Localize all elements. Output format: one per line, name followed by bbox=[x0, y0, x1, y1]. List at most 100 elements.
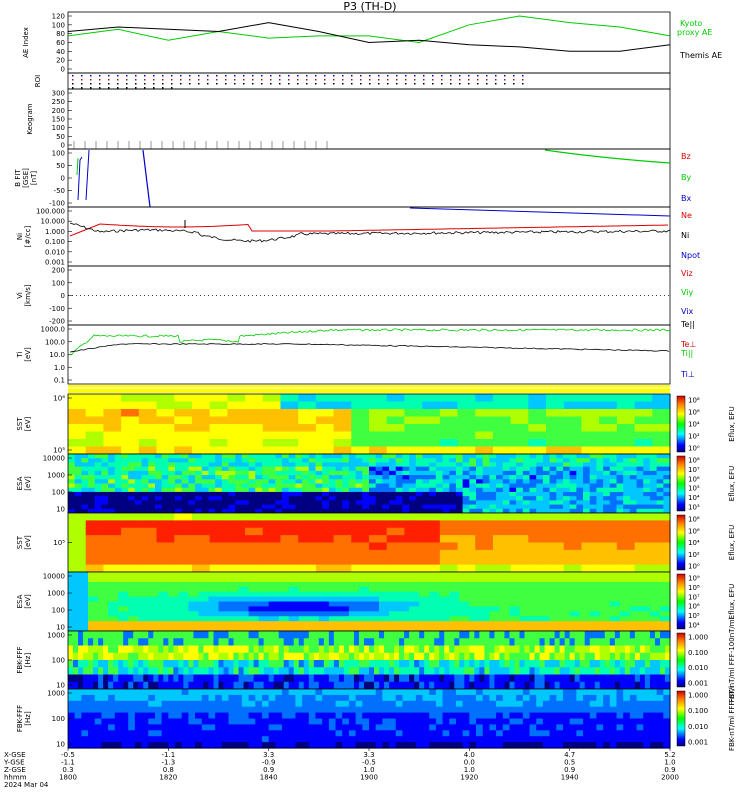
fbk_fff_e-cell bbox=[228, 689, 236, 696]
esa_elec-cell bbox=[479, 591, 490, 598]
sst_elec-cell bbox=[315, 535, 335, 544]
esa_ion-cell bbox=[496, 496, 504, 501]
esa_ion-cell bbox=[114, 479, 123, 485]
esa_ion-cell bbox=[395, 458, 404, 464]
esa_elec-cell bbox=[519, 576, 531, 583]
fbk_fff_e-cell bbox=[629, 730, 638, 737]
fbk_fff_b-cell bbox=[409, 660, 415, 668]
esa_ion-cell bbox=[315, 496, 323, 501]
esa_ion-cell bbox=[348, 491, 357, 497]
fbk_fff_b-cell bbox=[223, 681, 230, 690]
roi-dot bbox=[72, 79, 74, 81]
fbk_fff_e-cell bbox=[422, 730, 430, 737]
fbk_fff_b-cell bbox=[148, 652, 154, 661]
esa_ion-cell bbox=[596, 479, 604, 485]
esa_ion-cell bbox=[181, 475, 189, 480]
fbk_fff_b-cell bbox=[534, 645, 541, 654]
fbk_fff_b-cell bbox=[358, 652, 365, 661]
fbk_fff_e-cell bbox=[556, 706, 564, 714]
esa_elec-cell bbox=[499, 586, 511, 593]
fbk_fff_b-cell bbox=[644, 645, 651, 654]
fbk_fff_e-cell bbox=[288, 742, 297, 749]
fbk_fff_e-cell bbox=[81, 736, 89, 743]
fbk_fff_b-cell bbox=[524, 681, 531, 690]
fbk_fff_e-cell bbox=[342, 742, 350, 749]
fbk_fff_b-cell bbox=[369, 638, 375, 647]
fbk_fff_e-cell bbox=[402, 742, 410, 749]
sst_ion-cell bbox=[422, 394, 441, 403]
sst_ion-cell bbox=[634, 409, 653, 418]
fbk_fff_e-cell bbox=[409, 694, 417, 702]
fbk_fff_e-cell bbox=[502, 694, 511, 702]
fbk_fff_e-cell bbox=[134, 689, 143, 696]
esa_elec-cell bbox=[298, 616, 310, 622]
sst_ion-cell bbox=[652, 409, 671, 418]
esa_ion-cell bbox=[562, 491, 571, 497]
fbk_fff_b-cell bbox=[83, 667, 89, 676]
sst_ion-cell bbox=[156, 416, 175, 425]
esa_ion-cell bbox=[154, 500, 163, 506]
sst_ion-cell bbox=[404, 401, 423, 410]
esa_elec-cell bbox=[258, 576, 270, 583]
sst_elec-cell bbox=[209, 527, 228, 536]
esa_elec-cell bbox=[659, 626, 671, 632]
sst_ion-cell bbox=[386, 446, 406, 455]
fbk_fff_b-cell bbox=[449, 645, 455, 654]
esa_elec-cell bbox=[599, 611, 611, 617]
esa_ion-cell bbox=[369, 496, 377, 501]
fbk_fff_b-cell bbox=[419, 652, 425, 661]
esa_ion-cell bbox=[583, 475, 591, 480]
esa_elec-cell bbox=[409, 572, 420, 578]
fbk_fff_e-cell bbox=[81, 706, 89, 714]
fbk_fff_b-cell bbox=[419, 638, 425, 647]
fbk_fff_e-cell bbox=[161, 689, 169, 696]
fbk_fff_e-cell bbox=[469, 706, 477, 714]
esa_ion-cell bbox=[282, 462, 290, 468]
sst_elec-cell bbox=[492, 527, 512, 536]
sst_elec-cell bbox=[262, 520, 282, 529]
sst_elec-cell bbox=[262, 557, 282, 566]
esa_ion-cell bbox=[302, 487, 310, 493]
esa_ion-cell bbox=[609, 454, 618, 459]
fbk_fff_b-cell bbox=[358, 660, 365, 668]
esa_elec-cell bbox=[208, 616, 220, 622]
esa_ion-cell bbox=[362, 483, 370, 489]
esa_ion-cell bbox=[462, 454, 470, 459]
fbk_fff_e-cell bbox=[288, 718, 297, 725]
esa_elec-cell bbox=[469, 626, 480, 632]
fbk_fff_e-cell bbox=[556, 736, 564, 743]
fbk_fff_b-cell bbox=[238, 681, 245, 690]
esa_ion-cell bbox=[302, 462, 310, 468]
esa_elec-cell bbox=[208, 596, 220, 603]
sst_ion-cell bbox=[422, 446, 441, 455]
esa_elec-cell bbox=[278, 601, 290, 608]
esa_elec-cell bbox=[479, 621, 490, 627]
fbk_fff_b-cell bbox=[343, 660, 350, 668]
fbk_fff_b-cell bbox=[524, 652, 531, 661]
fbk_fff_b-cell bbox=[559, 667, 566, 676]
sst_elec-cell bbox=[333, 527, 352, 536]
fbk_fff_e-cell bbox=[609, 712, 618, 720]
fbk_fff_b-cell bbox=[223, 631, 230, 639]
roi-dot bbox=[513, 79, 515, 81]
fbk_fff_e-cell bbox=[429, 718, 437, 725]
esa_ion-cell bbox=[636, 462, 644, 468]
fbk_fff_b-cell bbox=[288, 681, 295, 690]
fbk_fff_b-cell bbox=[514, 674, 521, 683]
fbk_fff_b-cell bbox=[454, 667, 460, 676]
sst_elec-cell bbox=[528, 513, 547, 521]
fbk_fff_b-cell bbox=[83, 681, 89, 690]
ae-tick-label: 80 bbox=[56, 30, 65, 38]
esa_elec-cell bbox=[479, 586, 490, 593]
fbk_fff_b-cell bbox=[313, 645, 320, 654]
esa_ion-cell bbox=[369, 483, 377, 489]
esa_ion-cell bbox=[616, 462, 624, 468]
esa_elec-cell bbox=[419, 586, 430, 593]
esa_ion-cell bbox=[576, 487, 584, 493]
esa_ion-cell bbox=[322, 500, 330, 506]
fbk_fff_b-cell bbox=[539, 667, 546, 676]
density-tick-label: 0.001 bbox=[45, 259, 65, 267]
esa_ion-cell bbox=[422, 504, 430, 510]
roi-dot bbox=[207, 83, 209, 85]
fbk_fff_e-cell bbox=[168, 694, 176, 702]
